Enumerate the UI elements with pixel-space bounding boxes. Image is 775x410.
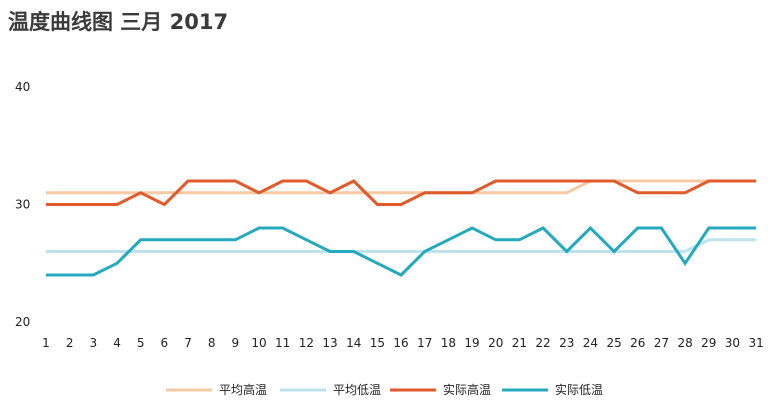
x-tick-label: 11 xyxy=(275,336,290,350)
y-tick-label: 40 xyxy=(15,80,30,94)
x-tick-label: 16 xyxy=(393,336,408,350)
chart-title: 温度曲线图 三月 2017 xyxy=(8,10,229,34)
x-axis-ticks: 1 2 3 4 5 6 7 8 9 10 11 12 13 14 15 16 17 18 19 20 21 22 23 24 2… xyxy=(42,336,764,350)
x-tick-label: 25 xyxy=(606,336,621,350)
series-lines xyxy=(46,179,757,277)
x-tick-label: 23 xyxy=(559,336,574,350)
x-tick-label: 8 xyxy=(208,336,216,350)
x-tick-label: 31 xyxy=(748,336,763,350)
x-tick-label: 26 xyxy=(630,336,645,350)
x-tick-label: 29 xyxy=(701,336,716,350)
x-tick-label: 6 xyxy=(161,336,169,350)
series-line-1 xyxy=(46,179,757,195)
legend-label: 平均低温 xyxy=(333,383,381,397)
y-tick-label: 20 xyxy=(15,315,30,329)
x-tick-label: 4 xyxy=(113,336,121,350)
x-tick-label: 21 xyxy=(512,336,527,350)
x-tick-label: 3 xyxy=(90,336,98,350)
legend-label: 实际高温 xyxy=(443,382,491,397)
legend: 平均高温 平均低温 实际高温 实际低温 xyxy=(166,382,603,397)
x-tick-label: 30 xyxy=(725,336,740,350)
series-line-4 xyxy=(46,225,757,277)
series-line-3 xyxy=(46,179,757,207)
y-axis-ticks: 20 30 40 xyxy=(15,80,30,329)
x-tick-label: 15 xyxy=(370,336,385,350)
series-line-2 xyxy=(46,238,757,253)
legend-label: 实际低温 xyxy=(555,382,603,397)
x-tick-label: 19 xyxy=(464,336,479,350)
x-tick-label: 17 xyxy=(417,336,432,350)
x-tick-label: 2 xyxy=(66,336,74,350)
x-tick-label: 27 xyxy=(654,336,669,350)
x-tick-label: 18 xyxy=(441,336,456,350)
x-tick-label: 13 xyxy=(322,336,337,350)
x-tick-label: 28 xyxy=(677,336,692,350)
x-tick-label: 5 xyxy=(137,336,145,350)
y-tick-label: 30 xyxy=(15,198,30,212)
x-tick-label: 14 xyxy=(346,336,361,350)
x-tick-label: 1 xyxy=(42,336,50,350)
legend-label: 平均高温 xyxy=(219,382,267,397)
x-tick-label: 22 xyxy=(535,336,550,350)
x-tick-label: 10 xyxy=(251,336,266,350)
x-tick-label: 9 xyxy=(232,336,240,350)
x-tick-label: 24 xyxy=(583,336,598,350)
x-tick-label: 7 xyxy=(184,336,192,350)
x-tick-label: 20 xyxy=(488,336,503,350)
x-tick-label: 12 xyxy=(299,336,314,350)
